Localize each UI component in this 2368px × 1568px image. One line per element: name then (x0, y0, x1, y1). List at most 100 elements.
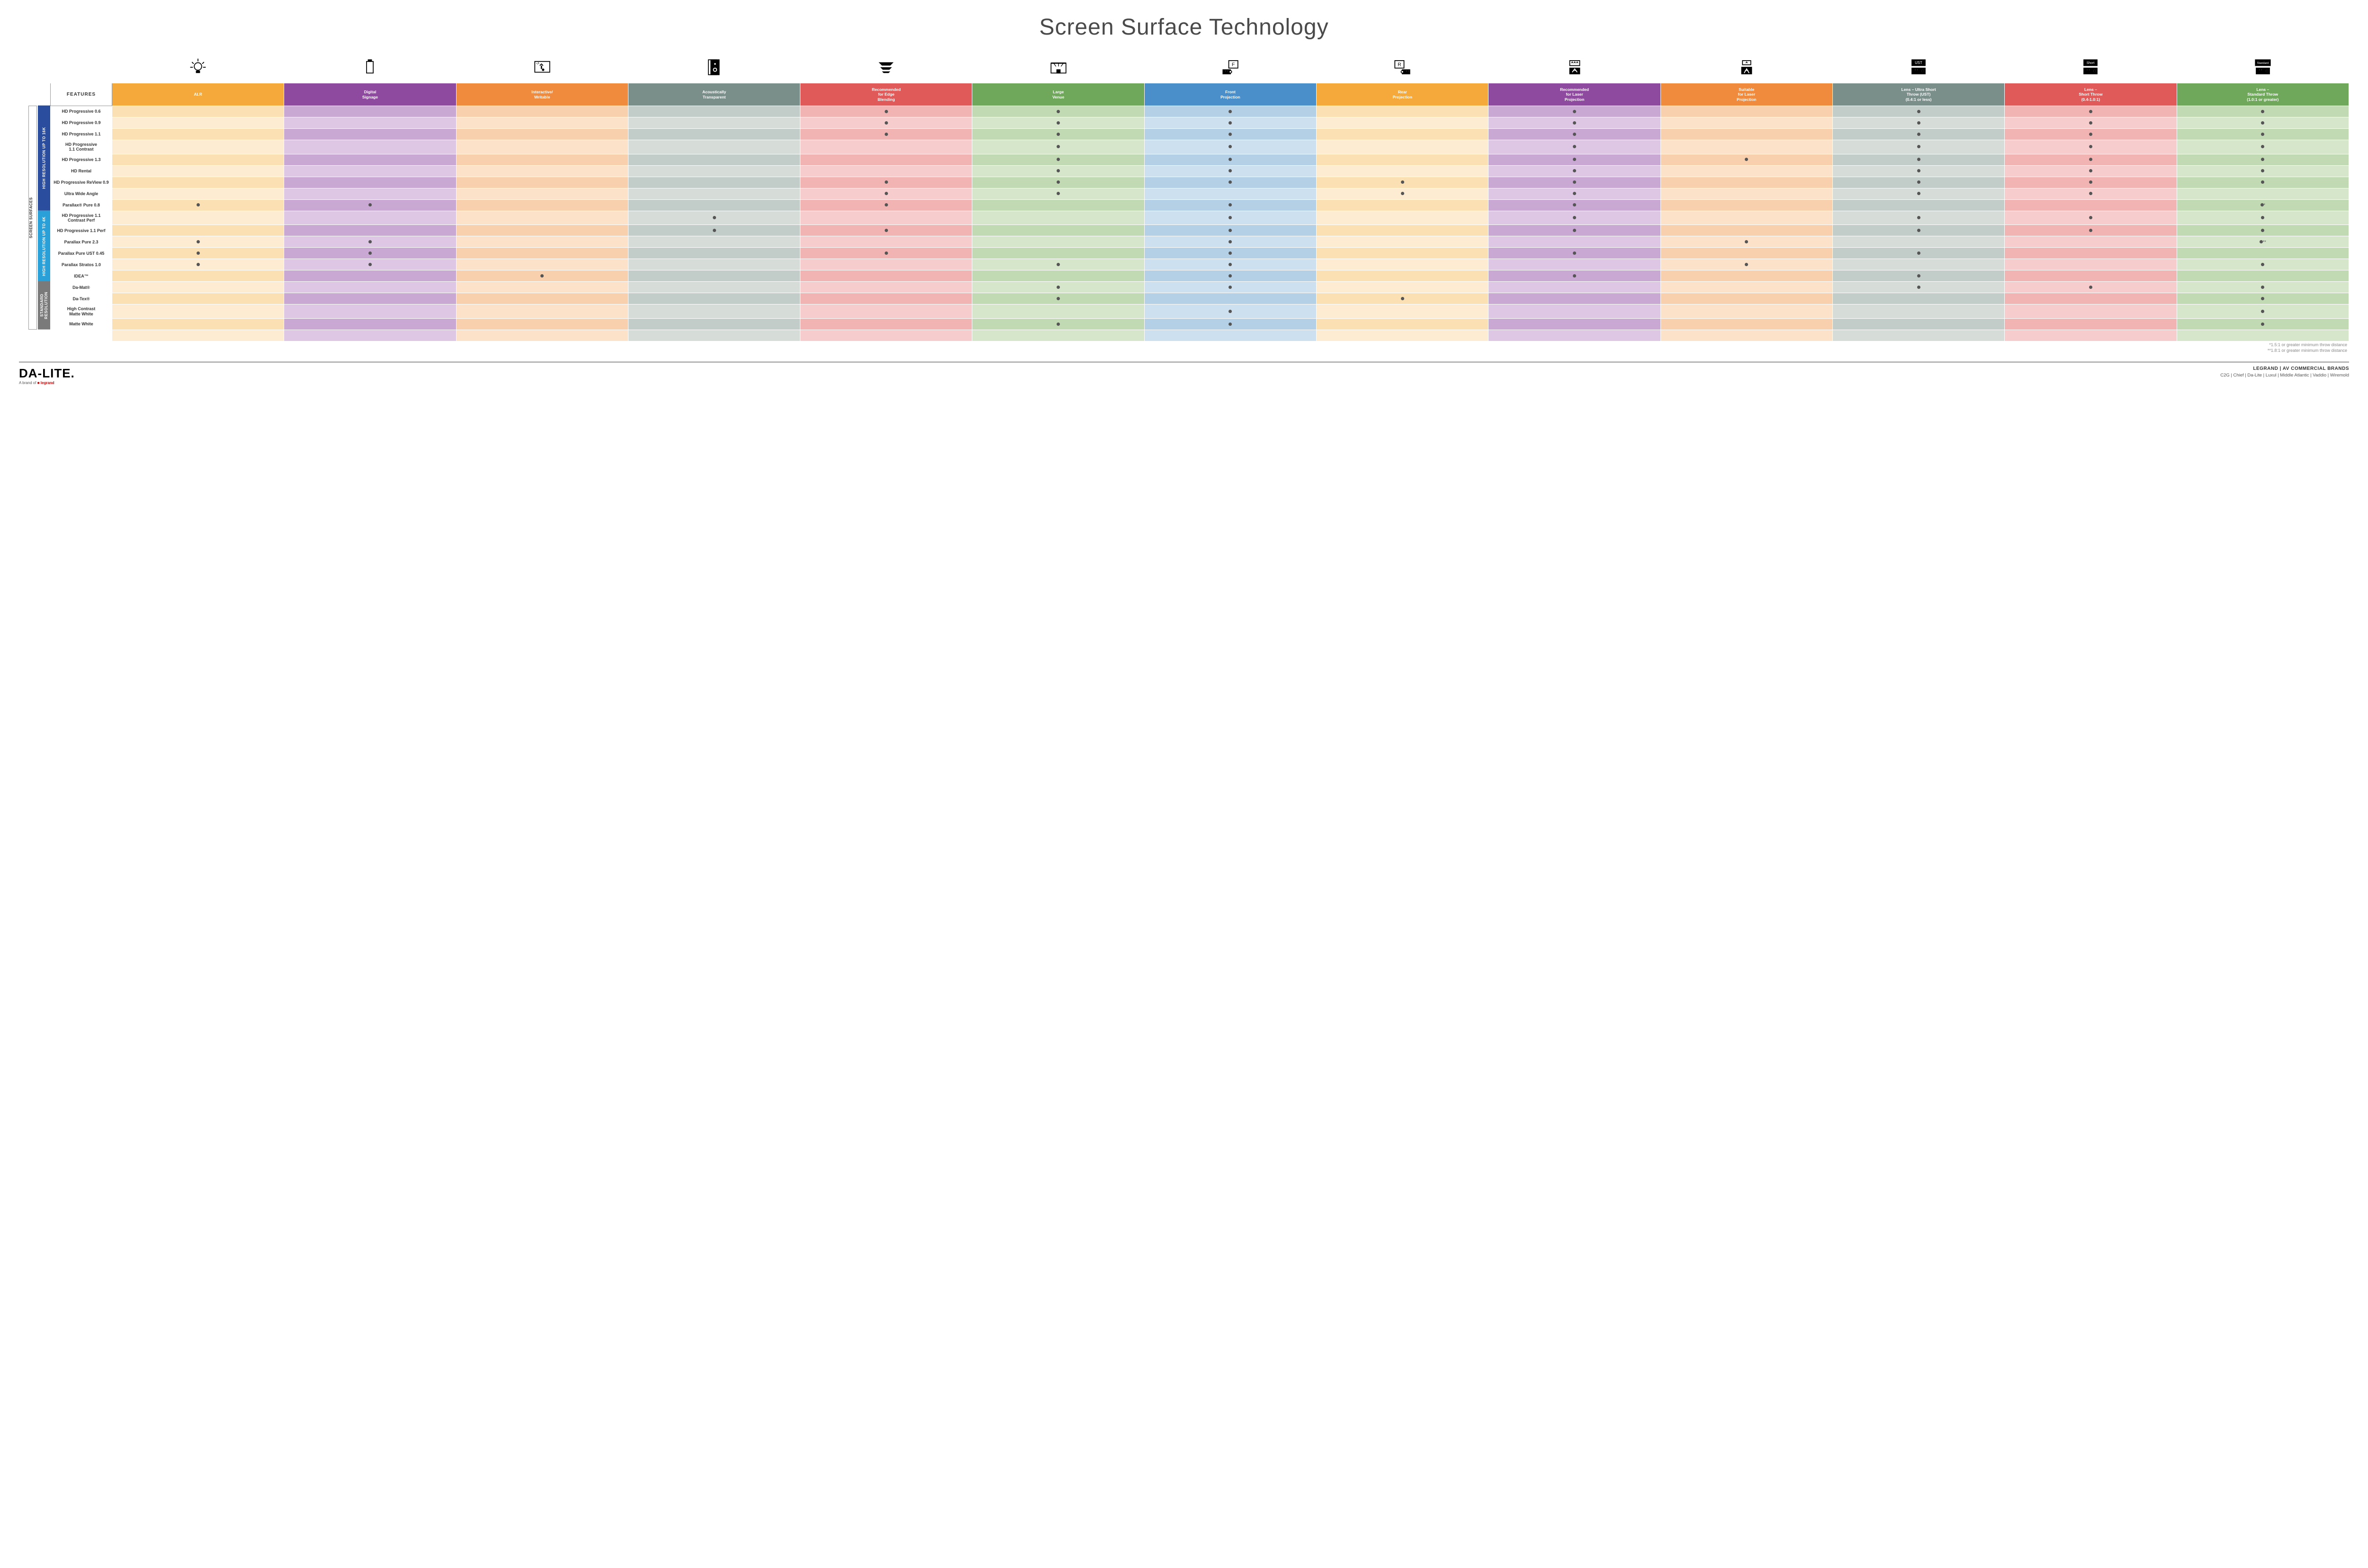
cell-std (2177, 225, 2349, 236)
cell-rl (1489, 248, 1660, 259)
cell-rl (1489, 199, 1660, 211)
cell-fp (1144, 236, 1316, 248)
cell-fp (1144, 106, 1316, 117)
cell-lv (972, 282, 1144, 293)
cell-sl (1660, 177, 1832, 188)
cell-st (2005, 211, 2177, 225)
cell-alr (112, 248, 284, 259)
cell-std (2177, 270, 2349, 282)
cell-iw (456, 236, 628, 248)
table-row: Da-Mat® (51, 282, 2349, 293)
cell-std (2177, 248, 2349, 259)
cell-fp (1144, 293, 1316, 305)
cell-iw (456, 282, 628, 293)
cell-rp (1317, 282, 1489, 293)
row-label: HD Progressive 1.1 (51, 129, 112, 140)
svg-text:Short: Short (2087, 62, 2095, 65)
logo-main: DA-LITE. (19, 366, 75, 381)
lv-icon (972, 55, 1144, 83)
cell-rp (1317, 154, 1489, 165)
cell-lv (972, 211, 1144, 225)
table-row: HD Progressive 0.9 (51, 117, 2349, 129)
cell-alr (112, 236, 284, 248)
cell-fp (1144, 188, 1316, 199)
cell-alr (112, 211, 284, 225)
cell-edge (800, 293, 972, 305)
cell-ds (284, 188, 456, 199)
cell-ust (1832, 259, 2004, 270)
cell-edge (800, 225, 972, 236)
table-row: HD Progressive ReView 0.9 (51, 177, 2349, 188)
cell-at (628, 117, 800, 129)
col-fp-header: FrontProjection (1144, 83, 1316, 106)
cell-rp (1317, 319, 1489, 330)
cell-alr (112, 177, 284, 188)
cell-lv (972, 225, 1144, 236)
row-label: Da-Tex® (51, 293, 112, 305)
cell-alr (112, 293, 284, 305)
table-row: HD Rental (51, 165, 2349, 177)
row-label: Parallax Pure UST 0.45 (51, 248, 112, 259)
cell-fp (1144, 248, 1316, 259)
cell-edge (800, 140, 972, 154)
cell-edge (800, 236, 972, 248)
cell-ds (284, 177, 456, 188)
brands-block: LEGRAND | AV COMMERCIAL BRANDS C2G | Chi… (2220, 366, 2349, 378)
cell-std (2177, 106, 2349, 117)
cell-sl (1660, 129, 1832, 140)
cell-at (628, 293, 800, 305)
cell-fp (1144, 165, 1316, 177)
page-title: Screen Surface Technology (19, 14, 2349, 40)
group-label: STANDARD RESOLUTION (38, 281, 50, 330)
cell-at (628, 248, 800, 259)
cell-std (2177, 282, 2349, 293)
cell-fp (1144, 305, 1316, 319)
cell-rp (1317, 305, 1489, 319)
cell-lv (972, 259, 1144, 270)
cell-rl (1489, 188, 1660, 199)
cell-std: * (2177, 199, 2349, 211)
cell-iw (456, 293, 628, 305)
cell-fp (1144, 270, 1316, 282)
cell-rl (1489, 165, 1660, 177)
at-icon (628, 55, 800, 83)
cell-at (628, 177, 800, 188)
cell-ds (284, 319, 456, 330)
cell-std (2177, 177, 2349, 188)
cell-edge (800, 270, 972, 282)
cell-rl (1489, 177, 1660, 188)
cell-iw (456, 188, 628, 199)
cell-at (628, 259, 800, 270)
cell-ds (284, 154, 456, 165)
cell-rp (1317, 293, 1489, 305)
cell-alr (112, 270, 284, 282)
table-row: High ContrastMatte White (51, 305, 2349, 319)
cell-ust (1832, 319, 2004, 330)
std-icon: Standard (2177, 55, 2349, 83)
row-label: Matte White (51, 319, 112, 330)
row-label: HD Rental (51, 165, 112, 177)
cell-lv (972, 165, 1144, 177)
cell-alr (112, 129, 284, 140)
cell-edge (800, 117, 972, 129)
cell-at (628, 236, 800, 248)
ust-icon: UST (1832, 55, 2004, 83)
row-label: HD Progressive1.1 Contrast (51, 140, 112, 154)
cell-st (2005, 199, 2177, 211)
cell-at (628, 154, 800, 165)
cell-st (2005, 225, 2177, 236)
row-label: HD Progressive 1.1 Perf (51, 225, 112, 236)
cell-at (628, 319, 800, 330)
cell-alr (112, 188, 284, 199)
cell-sl (1660, 188, 1832, 199)
cell-rp (1317, 199, 1489, 211)
row-label: HD Progressive 1.1Contrast Perf (51, 211, 112, 225)
col-ds-header: DigitalSignage (284, 83, 456, 106)
cell-st (2005, 188, 2177, 199)
cell-fp (1144, 259, 1316, 270)
cell-iw (456, 165, 628, 177)
col-std-header: Lens –Standard Throw(1.0:1 or greater) (2177, 83, 2349, 106)
cell-edge (800, 199, 972, 211)
cell-ds (284, 236, 456, 248)
edge-icon (800, 55, 972, 83)
